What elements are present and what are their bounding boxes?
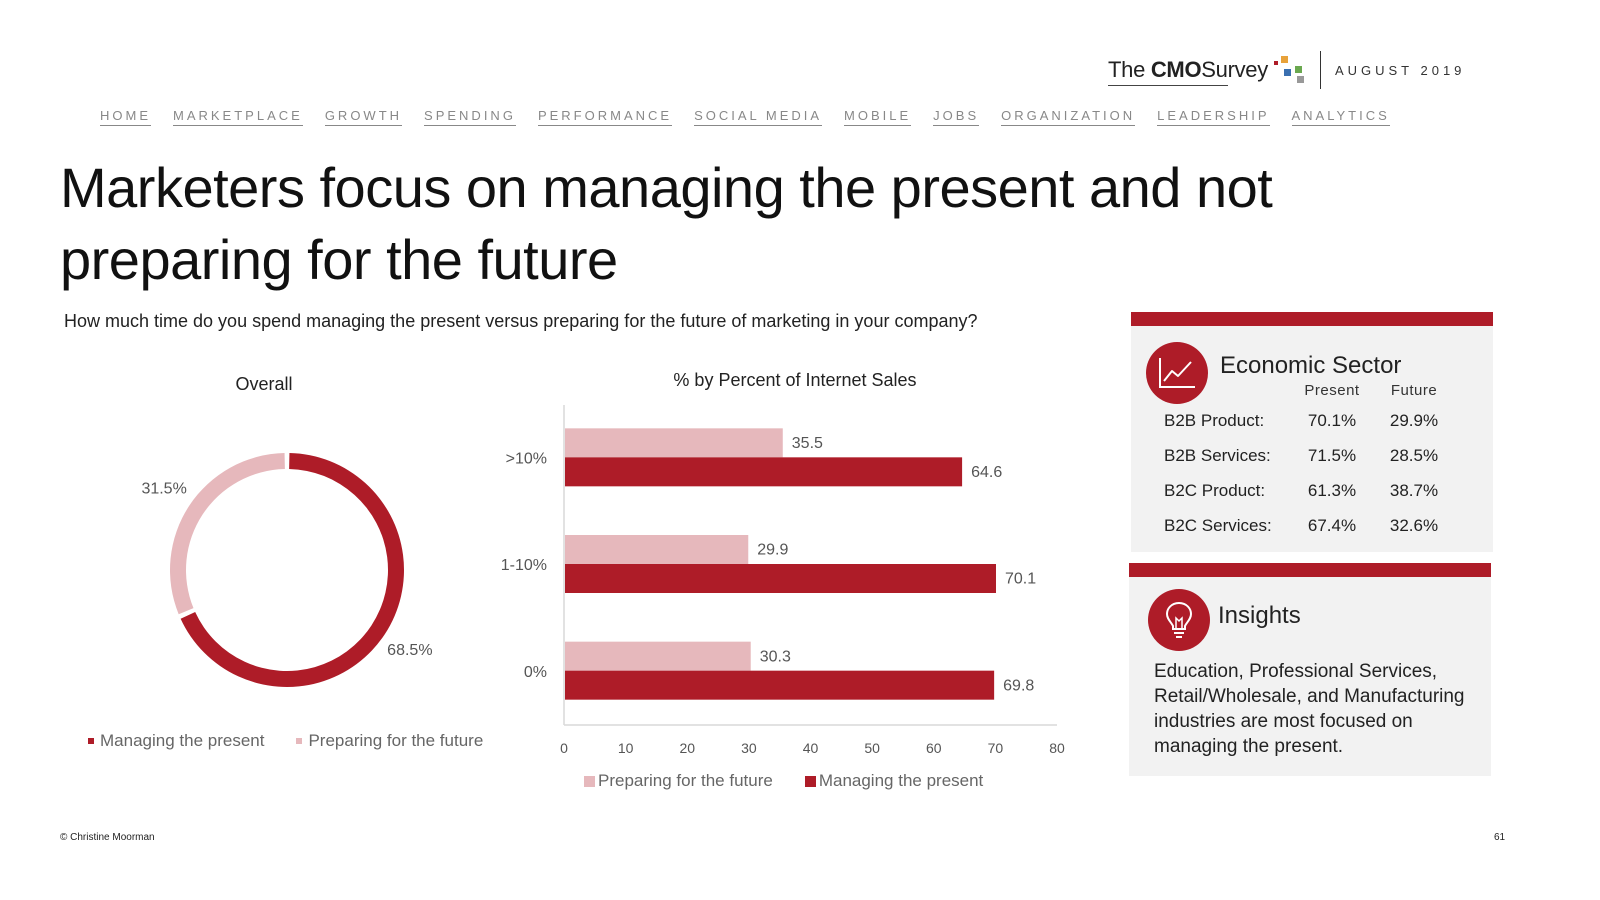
insights-heading: Insights xyxy=(1218,602,1301,629)
sector-panel-bar xyxy=(1131,312,1493,326)
donut-slice-future xyxy=(170,453,285,615)
bar-future xyxy=(565,641,751,671)
x-tick-label: 80 xyxy=(1049,740,1065,756)
insights-text: Education, Professional Services, Retail… xyxy=(1154,661,1465,757)
col-header-future: Future xyxy=(1390,382,1438,399)
brand-strong: CMO xyxy=(1150,57,1202,82)
donut-data-label: 31.5% xyxy=(141,481,186,498)
bar-present xyxy=(565,564,996,593)
sector-table: Present Future B2B Product: 70.1% 29.9% B2B… xyxy=(1160,382,1456,543)
bar-legend: Preparing for the future Managing the pr… xyxy=(584,771,983,791)
x-tick-label: 0 xyxy=(560,740,568,756)
bar-data-label: 69.8 xyxy=(1003,677,1034,694)
nav-link-growth[interactable]: GROWTH xyxy=(324,108,403,126)
donut-data-label: 68.5% xyxy=(387,642,432,659)
survey-question: How much time do you spend managing the … xyxy=(64,311,978,331)
sector-future-value: 29.9% xyxy=(1389,410,1439,430)
sector-present-value: 61.3% xyxy=(1307,480,1357,500)
nav-link-social-media[interactable]: SOCIAL MEDIA xyxy=(694,108,823,126)
sector-future-value: 28.5% xyxy=(1389,445,1439,465)
bar-data-label: 64.6 xyxy=(971,464,1002,481)
sector-future-value: 38.7% xyxy=(1389,480,1439,500)
sector-row: B2B Services: 71.5% 28.5% xyxy=(1160,438,1456,473)
donut-legend: Managing the present Preparing for the f… xyxy=(88,731,483,751)
bar-data-label: 30.3 xyxy=(760,648,791,665)
bar-present xyxy=(565,670,995,700)
bar-future xyxy=(565,535,749,564)
bar-chart: >10% 35.5 64.6 1-10% 29.9 70.1 0% 30.3 69.8 0 10 20… xyxy=(501,405,1065,756)
insights-panel-bar xyxy=(1129,563,1491,577)
sector-present-value: 67.4% xyxy=(1307,515,1357,535)
nav-link-jobs[interactable]: JOBS xyxy=(933,108,980,126)
sector-row: B2C Product: 61.3% 38.7% xyxy=(1160,473,1456,508)
x-tick-label: 10 xyxy=(618,740,634,756)
bar-data-label: 29.9 xyxy=(757,542,788,559)
bar-future xyxy=(565,428,783,458)
page-title: Marketers focus on managing the present … xyxy=(60,156,1273,291)
sector-row: B2C Services: 67.4% 32.6% xyxy=(1160,508,1456,543)
survey-date: AUGUST 2019 xyxy=(1334,62,1466,78)
nav-link-leadership[interactable]: LEADERSHIP xyxy=(1157,108,1270,126)
bar-chart-title: % by Percent of Internet Sales xyxy=(673,370,917,390)
nav-link-home[interactable]: HOME xyxy=(100,108,151,126)
donut-chart-title: Overall xyxy=(235,374,293,394)
nav-link-analytics[interactable]: ANALYTICS xyxy=(1291,108,1390,126)
x-tick-label: 40 xyxy=(803,740,819,756)
page-number: 61 xyxy=(1494,832,1506,843)
sector-row-label: B2B Services: xyxy=(1164,445,1271,465)
brand-suffix: Survey xyxy=(1201,57,1268,82)
brand-divider xyxy=(1319,51,1321,89)
brand-prefix: The xyxy=(1108,57,1146,82)
legend-swatch-future xyxy=(296,738,303,744)
brand-header: The CMOSurvey AUGUST 2019 xyxy=(1108,48,1465,92)
category-tick-label: 1-10% xyxy=(501,557,547,574)
nav-link-marketplace[interactable]: MARKETPLACE xyxy=(173,108,303,126)
sector-row: B2B Product: 70.1% 29.9% xyxy=(1160,403,1456,438)
sector-heading: Economic Sector xyxy=(1220,352,1402,379)
x-tick-label: 60 xyxy=(926,740,942,756)
top-navigation: HOME MARKETPLACE GROWTH SPENDING PERFORMANCE… xyxy=(100,108,1390,126)
sector-row-label: B2C Services: xyxy=(1164,515,1272,535)
legend-swatch-present xyxy=(804,775,816,787)
sector-present-value: 71.5% xyxy=(1307,445,1357,465)
nav-link-organization[interactable]: ORGANIZATION xyxy=(1001,108,1136,126)
x-tick-label: 20 xyxy=(679,740,695,756)
cmo-survey-logo: The CMOSurvey xyxy=(1108,57,1268,86)
legend-label-future: Preparing for the future xyxy=(598,771,773,790)
col-header-present: Present xyxy=(1304,382,1360,399)
category-tick-label: >10% xyxy=(506,451,547,468)
bar-data-label: 70.1 xyxy=(1005,571,1036,588)
x-tick-label: 50 xyxy=(864,740,880,756)
nav-link-performance[interactable]: PERFORMANCE xyxy=(537,108,673,126)
category-tick-label: 0% xyxy=(524,664,547,681)
x-tick-label: 70 xyxy=(988,740,1004,756)
legend-label-future: Preparing for the future xyxy=(308,731,484,750)
sector-row-label: B2C Product: xyxy=(1164,480,1266,500)
legend-swatch-future xyxy=(584,775,595,787)
x-tick-label: 30 xyxy=(741,740,757,756)
legend-swatch-present xyxy=(88,738,94,744)
sector-row-label: B2B Product: xyxy=(1164,410,1265,430)
bar-data-label: 35.5 xyxy=(792,435,823,452)
donut-chart: 68.5% 31.5% xyxy=(141,453,433,687)
sector-future-value: 32.6% xyxy=(1389,515,1439,535)
sector-present-value: 70.1% xyxy=(1307,410,1357,430)
nav-link-spending[interactable]: SPENDING xyxy=(424,108,516,126)
legend-label-present: Managing the present xyxy=(100,731,265,750)
bar-present xyxy=(565,457,963,487)
copyright: © Christine Moorman xyxy=(60,832,155,843)
logo-dots-icon xyxy=(1272,56,1308,84)
line-chart-icon xyxy=(1146,342,1208,404)
nav-link-mobile[interactable]: MOBILE xyxy=(844,108,912,126)
legend-label-present: Managing the present xyxy=(818,771,984,790)
lightbulb-icon xyxy=(1148,589,1210,651)
